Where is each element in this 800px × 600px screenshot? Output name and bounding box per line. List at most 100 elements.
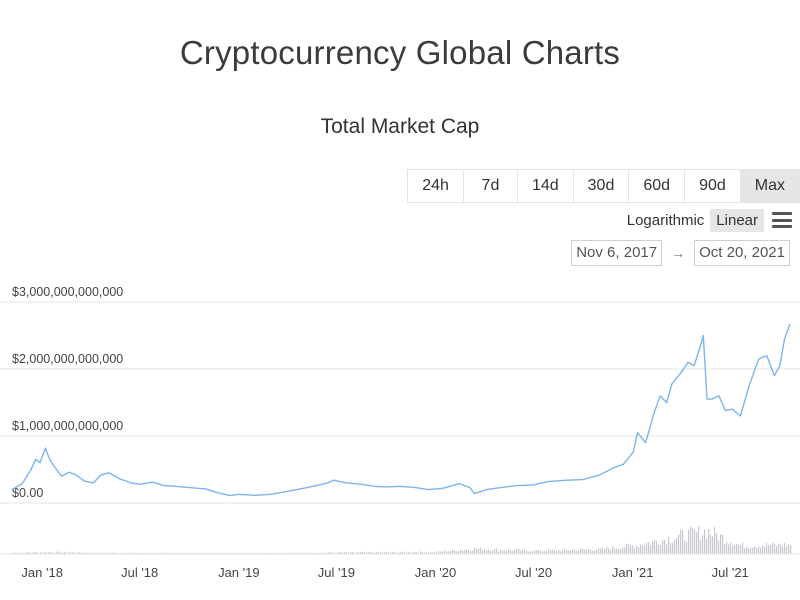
volume-bar xyxy=(620,549,622,554)
volume-bar xyxy=(534,550,536,554)
volume-bar xyxy=(128,552,130,554)
range-button-24h[interactable]: 24h xyxy=(408,170,464,202)
start-date-input[interactable]: Nov 6, 2017 xyxy=(571,240,663,266)
volume-bar xyxy=(276,552,278,554)
volume-bar xyxy=(80,552,82,554)
volume-bar xyxy=(700,540,702,554)
volume-bar xyxy=(114,552,116,554)
volume-bar xyxy=(364,552,366,554)
volume-bar xyxy=(670,542,672,554)
volume-bar xyxy=(202,552,204,554)
volume-bar xyxy=(682,530,684,554)
volume-bar xyxy=(618,548,620,554)
volume-bar xyxy=(38,552,40,554)
volume-bar xyxy=(402,551,404,554)
volume-bar xyxy=(718,540,720,554)
volume-bar xyxy=(432,552,434,554)
volume-bar xyxy=(632,545,634,554)
volume-bar xyxy=(750,547,752,554)
market-cap-line xyxy=(11,323,791,497)
volume-bar xyxy=(540,551,542,554)
volume-bar xyxy=(638,547,640,554)
volume-bar xyxy=(290,552,292,554)
volume-bar xyxy=(546,551,548,554)
volume-bar xyxy=(470,550,472,554)
x-tick-label: Jul '19 xyxy=(318,565,355,580)
volume-bar xyxy=(434,551,436,554)
volume-bar xyxy=(484,549,486,554)
volume-bar xyxy=(660,545,662,554)
volume-bar xyxy=(624,547,626,554)
volume-bar xyxy=(398,552,400,554)
scale-toggle: Logarithmic Linear xyxy=(621,207,792,233)
volume-bar xyxy=(348,552,350,554)
volume-bar xyxy=(532,551,534,554)
volume-bar xyxy=(94,552,96,554)
volume-bar xyxy=(104,552,106,554)
volume-bar xyxy=(110,552,112,554)
series-lines xyxy=(11,323,791,497)
volume-bar xyxy=(488,549,490,554)
range-button-30d[interactable]: 30d xyxy=(573,170,630,202)
volume-bar xyxy=(728,544,730,554)
volume-bar xyxy=(394,551,396,554)
range-button-60d[interactable]: 60d xyxy=(629,170,686,202)
volume-bar xyxy=(52,552,54,554)
volume-bar xyxy=(724,544,726,554)
volume-bar xyxy=(522,549,524,554)
volume-bar xyxy=(68,552,70,554)
range-button-7d[interactable]: 7d xyxy=(463,170,518,202)
volume-bar xyxy=(708,528,710,554)
volume-bar xyxy=(590,549,592,554)
volume-bar xyxy=(766,543,768,554)
volume-bar xyxy=(28,552,30,554)
volume-bar xyxy=(400,552,402,554)
volume-bar xyxy=(420,551,422,554)
volume-bar xyxy=(66,552,68,554)
range-button-90d[interactable]: 90d xyxy=(685,170,741,202)
volume-bar xyxy=(102,552,104,554)
volume-bar xyxy=(414,552,416,554)
volume-bar xyxy=(336,552,338,554)
volume-bar xyxy=(448,551,450,554)
volume-bar xyxy=(60,552,62,554)
volume-bar xyxy=(730,542,732,554)
volume-bar xyxy=(300,552,302,554)
volume-bar xyxy=(542,550,544,554)
volume-bar xyxy=(498,551,500,554)
volume-bar xyxy=(72,552,74,554)
volume-bar xyxy=(762,545,764,554)
volume-bar xyxy=(396,552,398,554)
volume-bar xyxy=(462,550,464,554)
end-date-input[interactable]: Oct 20, 2021 xyxy=(694,240,790,266)
volume-bar xyxy=(734,545,736,554)
volume-bar xyxy=(296,552,298,554)
range-button-max[interactable]: Max xyxy=(740,170,800,202)
volume-bar xyxy=(740,545,742,554)
volume-bar xyxy=(324,552,326,554)
hamburger-menu-icon[interactable] xyxy=(772,212,792,228)
logarithmic-button[interactable]: Logarithmic xyxy=(626,211,705,229)
volume-bar xyxy=(602,547,604,554)
volume-bar xyxy=(58,551,60,554)
range-button-14d[interactable]: 14d xyxy=(517,170,574,202)
volume-bar xyxy=(564,548,566,554)
volume-bar xyxy=(768,545,770,554)
linear-button[interactable]: Linear xyxy=(710,208,764,232)
x-tick-label: Jan '21 xyxy=(612,565,654,580)
volume-bar xyxy=(706,538,708,554)
volume-bar xyxy=(376,551,378,554)
y-tick-label: $2,000,000,000,000 xyxy=(12,352,123,366)
volume-bar xyxy=(744,548,746,554)
volume-bar xyxy=(560,551,562,554)
volume-bar xyxy=(454,550,456,554)
volume-bar xyxy=(704,529,706,554)
volume-bar xyxy=(474,547,476,554)
volume-bar xyxy=(514,549,516,554)
x-tick-label: Jan '20 xyxy=(415,565,457,580)
volume-bar xyxy=(450,550,452,554)
volume-bar xyxy=(386,551,388,554)
volume-bar xyxy=(732,546,734,554)
volume-bar xyxy=(648,542,650,554)
volume-bar xyxy=(36,552,38,554)
